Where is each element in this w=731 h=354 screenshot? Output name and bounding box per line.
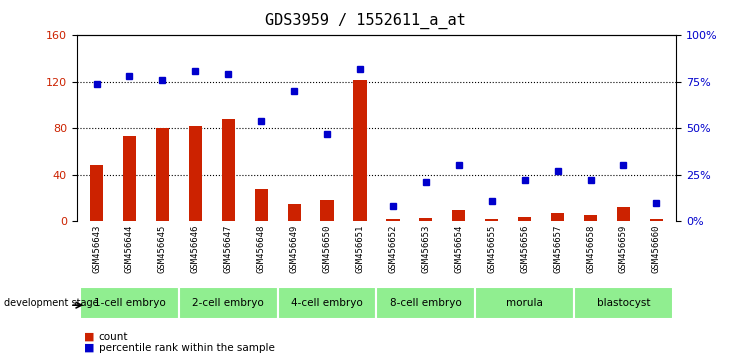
Bar: [485, 219, 499, 221]
Text: GSM456650: GSM456650: [322, 224, 332, 273]
Bar: [353, 80, 366, 221]
Text: GDS3959 / 1552611_a_at: GDS3959 / 1552611_a_at: [265, 12, 466, 29]
Bar: [156, 128, 169, 221]
Text: blastocyst: blastocyst: [596, 298, 651, 308]
Text: GSM456656: GSM456656: [520, 224, 529, 273]
Text: GSM456648: GSM456648: [257, 224, 265, 273]
Text: GSM456660: GSM456660: [652, 224, 661, 273]
Text: GSM456643: GSM456643: [92, 224, 101, 273]
Bar: [320, 200, 333, 221]
Text: ■: ■: [84, 343, 94, 353]
Bar: [221, 119, 235, 221]
Bar: [387, 219, 400, 221]
Bar: [475, 287, 574, 319]
Text: GSM456651: GSM456651: [355, 224, 365, 273]
Bar: [287, 204, 300, 221]
Text: GSM456647: GSM456647: [224, 224, 232, 273]
Bar: [617, 207, 630, 221]
Text: GSM456654: GSM456654: [454, 224, 463, 273]
Text: development stage: development stage: [4, 298, 98, 308]
Text: GSM456658: GSM456658: [586, 224, 595, 273]
Bar: [254, 189, 268, 221]
Text: 1-cell embryo: 1-cell embryo: [94, 298, 165, 308]
Bar: [80, 287, 179, 319]
Text: GSM456659: GSM456659: [619, 224, 628, 273]
Text: GSM456649: GSM456649: [289, 224, 299, 273]
Bar: [376, 287, 475, 319]
Bar: [123, 136, 136, 221]
Bar: [574, 287, 673, 319]
Bar: [650, 219, 663, 221]
Bar: [420, 218, 433, 221]
Bar: [278, 287, 376, 319]
Text: 4-cell embryo: 4-cell embryo: [291, 298, 363, 308]
Text: ■: ■: [84, 332, 94, 342]
Text: GSM456653: GSM456653: [421, 224, 431, 273]
Text: count: count: [99, 332, 128, 342]
Bar: [90, 166, 103, 221]
Bar: [518, 217, 531, 221]
Text: GSM456652: GSM456652: [388, 224, 398, 273]
Text: GSM456646: GSM456646: [191, 224, 200, 273]
Text: percentile rank within the sample: percentile rank within the sample: [99, 343, 275, 353]
Text: 2-cell embryo: 2-cell embryo: [192, 298, 264, 308]
Text: GSM456655: GSM456655: [488, 224, 496, 273]
Bar: [452, 210, 466, 221]
Text: morula: morula: [507, 298, 543, 308]
Bar: [584, 216, 597, 221]
Text: GSM456657: GSM456657: [553, 224, 562, 273]
Text: 8-cell embryo: 8-cell embryo: [390, 298, 462, 308]
Bar: [551, 213, 564, 221]
Text: GSM456644: GSM456644: [125, 224, 134, 273]
Bar: [189, 126, 202, 221]
Text: GSM456645: GSM456645: [158, 224, 167, 273]
Bar: [179, 287, 278, 319]
